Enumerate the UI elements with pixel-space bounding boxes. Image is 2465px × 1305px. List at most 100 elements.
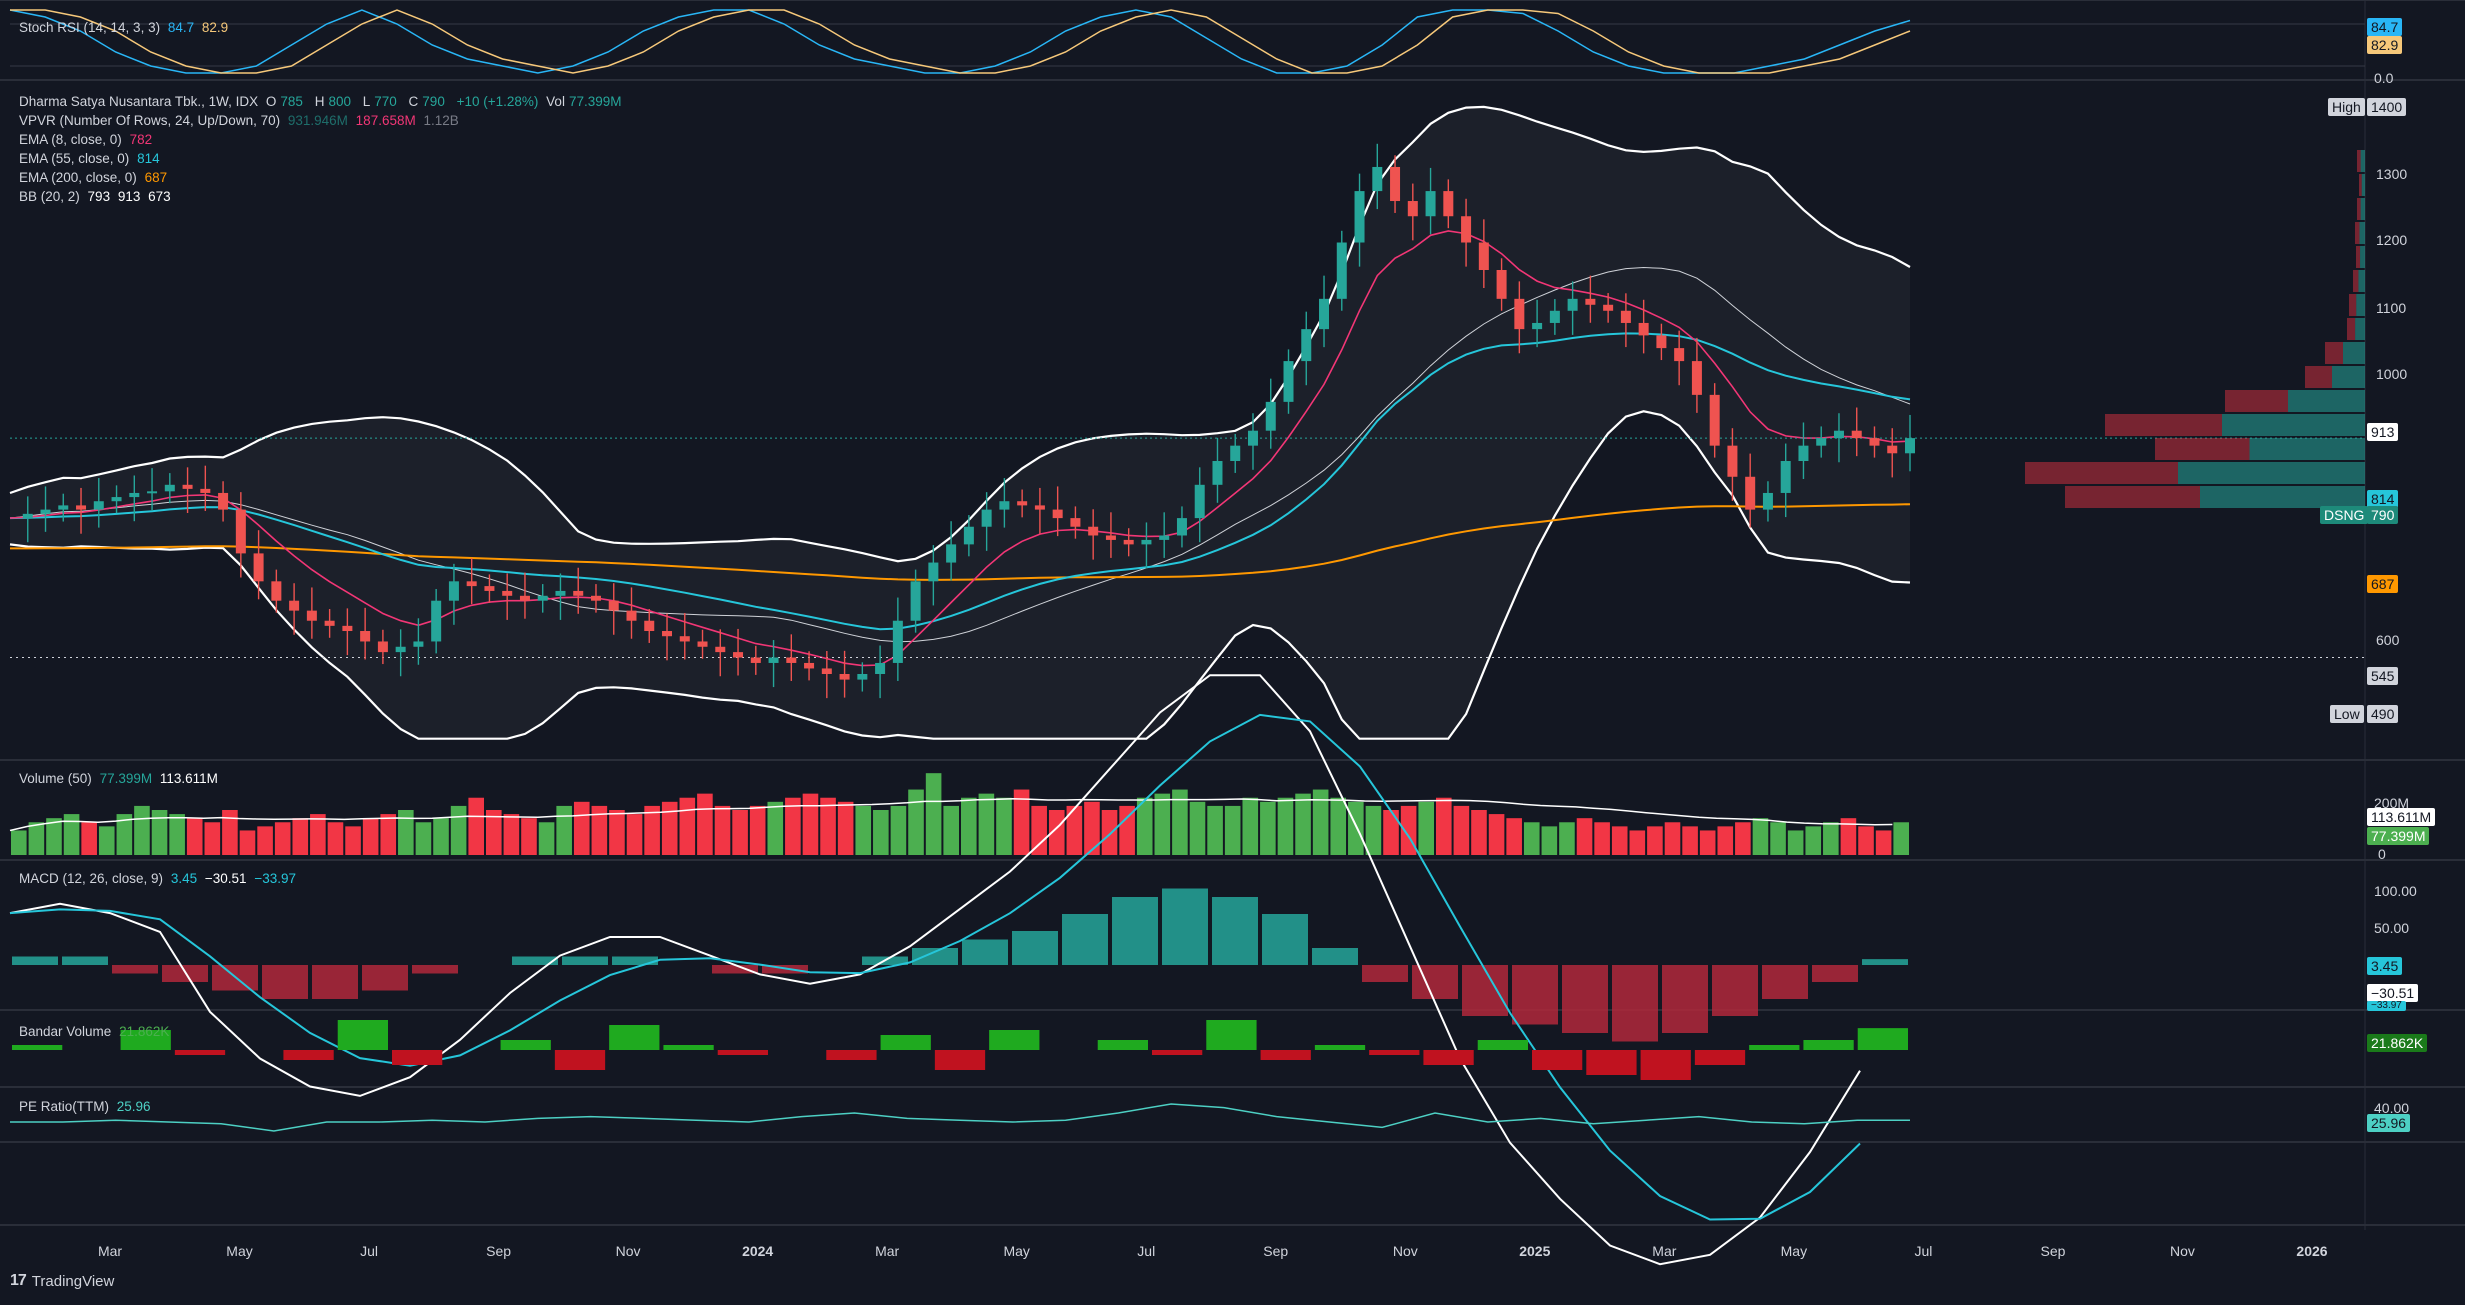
candle-body xyxy=(857,674,868,680)
time-axis-label: May xyxy=(1003,1243,1030,1259)
volume-bar xyxy=(1840,818,1857,855)
time-axis-label: Mar xyxy=(1652,1243,1677,1259)
time-axis-label: Mar xyxy=(875,1243,900,1259)
ema8-legend: EMA (8, close, 0) 782 xyxy=(19,132,153,147)
volume-bar xyxy=(697,793,713,855)
candle-body xyxy=(1443,191,1454,217)
vp-up-bar xyxy=(2200,486,2365,508)
volume-bar xyxy=(1541,826,1558,855)
vpvr-legend: VPVR (Number Of Rows, 24, Up/Down, 70) 9… xyxy=(19,113,459,128)
candle-body xyxy=(1265,401,1276,431)
volume-bar xyxy=(1136,797,1153,855)
candle-body xyxy=(1159,535,1170,540)
vp-down-bar xyxy=(2025,462,2178,484)
time-axis-label: Nov xyxy=(1392,1243,1418,1259)
macd-hist-bar xyxy=(1262,914,1308,965)
candle-body xyxy=(111,497,122,502)
macd-hist-bar xyxy=(112,965,158,974)
ema8-line xyxy=(9,230,1911,667)
volume-bar xyxy=(749,805,766,855)
volume-bar xyxy=(1119,805,1135,855)
volume-bar xyxy=(1875,830,1892,855)
volume-bar xyxy=(1436,797,1452,855)
volume-bar xyxy=(1823,822,1839,855)
vp-down-bar xyxy=(2356,246,2361,268)
candle-body xyxy=(1372,166,1383,192)
volume-bar xyxy=(98,826,115,855)
bandar-bar xyxy=(1260,1050,1311,1060)
candle-body xyxy=(1478,242,1489,271)
bandar-bar xyxy=(826,1050,877,1060)
time-axis-label: Sep xyxy=(486,1243,512,1259)
stoch-rsi-label: Stoch RSI (14, 14, 3, 3) xyxy=(19,20,161,35)
vp-down-bar xyxy=(2305,366,2332,388)
volume-bar xyxy=(486,810,502,855)
macd-hist-bar xyxy=(1362,965,1408,982)
volume-bar xyxy=(855,805,872,855)
candle-body xyxy=(200,488,211,493)
volume-bar xyxy=(169,814,185,855)
stoch-d-line xyxy=(10,9,1911,74)
candle-body xyxy=(1905,438,1915,454)
macd-hist-bar xyxy=(1762,965,1808,999)
candle-body xyxy=(999,501,1010,510)
volume-bar xyxy=(1699,830,1716,855)
open-value: 785 xyxy=(280,94,303,109)
volume-bar xyxy=(398,810,414,855)
stoch-d-tag: 82.9 xyxy=(2367,36,2403,54)
macd-signal-tag: −33.97 xyxy=(2367,1001,2406,1011)
tradingview-logo-icon[interactable]: 17 xyxy=(10,1272,27,1289)
vp-up-bar xyxy=(2360,198,2365,220)
bandar-bar xyxy=(1749,1045,1800,1050)
candle-body xyxy=(1425,191,1436,217)
candle-body xyxy=(1887,445,1898,454)
time-axis-label: Nov xyxy=(2170,1243,2195,1259)
candle-body xyxy=(1247,430,1258,446)
bandar-bar xyxy=(283,1050,334,1060)
volume-bar xyxy=(204,822,221,855)
time-axis-label: Jul xyxy=(1137,1243,1156,1259)
candle-body xyxy=(875,662,886,675)
time-axis-label: Sep xyxy=(2040,1243,2066,1259)
vp-up-bar xyxy=(2358,270,2365,292)
bandar-bar xyxy=(392,1050,443,1065)
candle-body xyxy=(733,652,744,658)
vp-up-bar xyxy=(2222,414,2365,436)
volume-bar xyxy=(873,810,889,855)
volume-bar xyxy=(573,801,590,855)
volume-bar xyxy=(591,805,608,855)
bandar-bar xyxy=(500,1040,551,1050)
volume-bar xyxy=(345,826,361,855)
macd-hist-bar xyxy=(1712,965,1758,1016)
dotted-line-tag: 545 xyxy=(2367,667,2399,685)
bandar-bar xyxy=(174,1050,226,1055)
volume-bar xyxy=(1066,805,1083,855)
candle-body xyxy=(1780,461,1791,493)
candle-body xyxy=(1833,430,1844,439)
candle-body xyxy=(1620,310,1631,323)
candle-body xyxy=(1603,304,1614,311)
price-tick-1000: 1000 xyxy=(2376,366,2408,382)
macd-hist-bar xyxy=(562,956,608,965)
candle-body xyxy=(1851,430,1862,439)
macd-hist-bar xyxy=(712,965,758,974)
volume-bar xyxy=(468,797,484,855)
candle-body xyxy=(626,610,637,621)
volume-bar xyxy=(1172,789,1188,855)
volume-bar xyxy=(908,789,924,855)
candle-body xyxy=(1869,438,1880,446)
volume-bar xyxy=(1101,810,1118,855)
bandar-bar xyxy=(1152,1050,1203,1055)
candle-body xyxy=(76,505,87,510)
vp-down-bar xyxy=(2155,438,2250,460)
candle-body xyxy=(1674,348,1685,362)
volume-bar xyxy=(1154,793,1171,855)
vp-up-bar xyxy=(2361,174,2365,196)
candle-body xyxy=(235,509,246,554)
stoch-rsi-legend: Stoch RSI (14, 14, 3, 3) 84.7 82.9 xyxy=(19,18,232,37)
macd-line-tag: −30.51 xyxy=(2367,984,2419,1002)
volume-bar xyxy=(222,810,238,855)
price-tick-1200: 1200 xyxy=(2376,232,2408,248)
